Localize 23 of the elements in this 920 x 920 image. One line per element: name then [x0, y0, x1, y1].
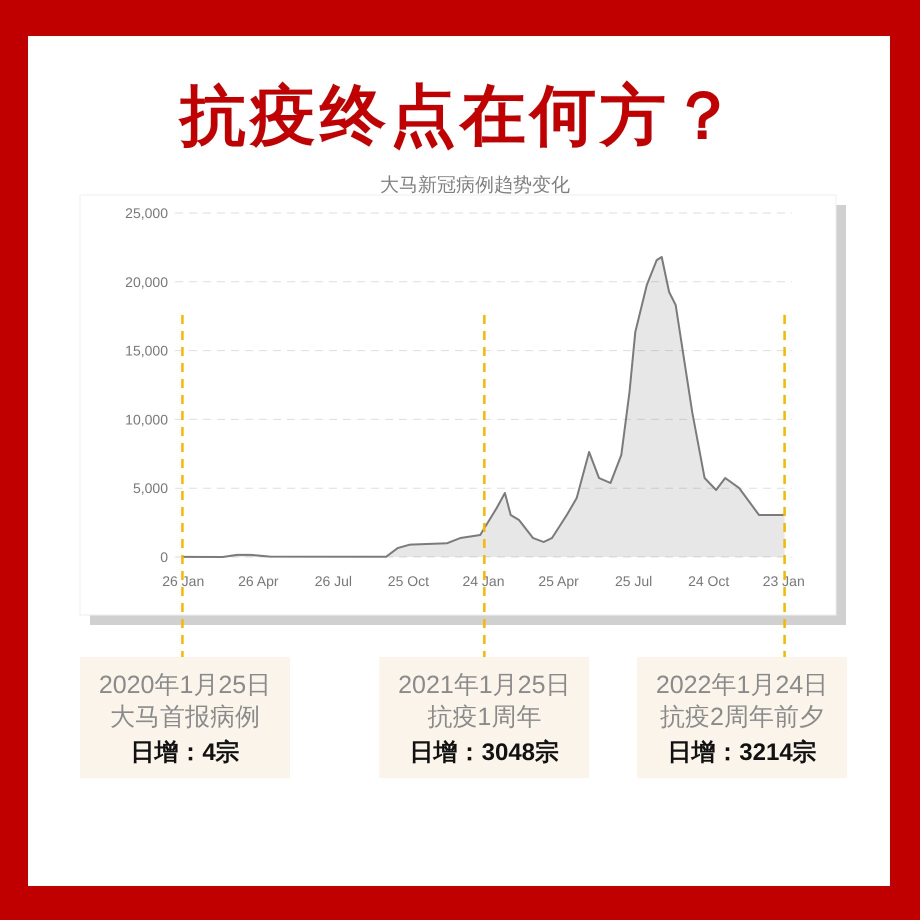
x-tick-label: 26 Apr [238, 573, 279, 589]
x-tick-label: 23 Jan [762, 573, 805, 589]
y-tick-label: 10,000 [125, 411, 168, 428]
ref-line-label: 2021年1月25日抗疫1周年 [398, 671, 570, 731]
x-tick-label: 26 Jan [162, 573, 204, 589]
text: 日增：3214宗 [667, 738, 817, 766]
x-tick-label: 24 Oct [688, 573, 730, 589]
y-tick-label: 25,000 [125, 205, 168, 221]
text: 日增：4宗 [130, 738, 240, 766]
y-tick-label: 0 [160, 549, 168, 565]
y-tick-label: 5,000 [132, 480, 168, 496]
ref-line-label: 2022年1月24日抗疫2周年前夕 [656, 671, 828, 731]
x-tick-label: 26 Jul [314, 573, 352, 589]
x-tick-label: 25 Jul [614, 573, 652, 589]
ref-line-label: 2020年1月25日大马首报病例 [98, 671, 272, 731]
x-tick-label: 25 Oct [388, 573, 430, 589]
x-tick-label: 25 Apr [538, 573, 580, 589]
text: 日增：3048宗 [410, 738, 560, 766]
y-tick-label: 15,000 [125, 342, 168, 359]
chart-subtitle: 大马新冠病例趋势变化 [380, 174, 570, 196]
x-tick-label: 24 Jan [462, 573, 505, 589]
chart-title: 抗疫终点在何方？ [178, 78, 740, 152]
y-tick-label: 20,000 [125, 274, 168, 290]
